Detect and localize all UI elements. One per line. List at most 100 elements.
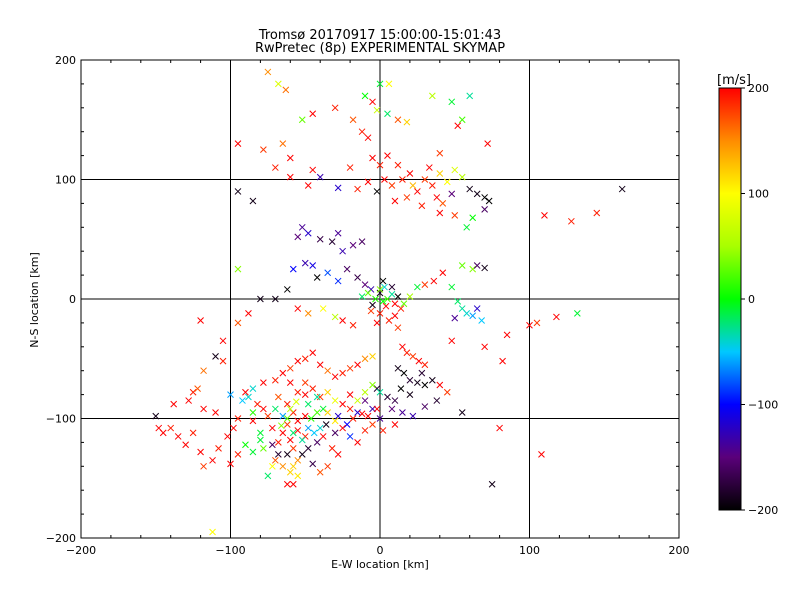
data-point xyxy=(593,209,601,217)
x-tick-label: 100 xyxy=(519,544,540,557)
data-point xyxy=(469,312,477,320)
data-point xyxy=(294,417,302,425)
data-point xyxy=(436,209,444,217)
data-point xyxy=(364,412,372,420)
data-point xyxy=(249,409,257,416)
data-point xyxy=(388,283,396,291)
data-point xyxy=(379,427,387,434)
data-point xyxy=(319,305,327,312)
x-tick-label: 200 xyxy=(669,544,690,557)
data-point xyxy=(369,381,376,389)
data-point xyxy=(334,184,342,192)
data-point xyxy=(294,305,302,312)
data-point xyxy=(358,128,366,136)
data-point xyxy=(331,313,339,321)
data-point xyxy=(369,154,376,162)
chart-title: Tromsø 20170917 15:00:00-15:01:43 xyxy=(258,28,501,43)
data-point xyxy=(388,290,396,298)
data-point xyxy=(373,188,381,195)
data-point xyxy=(421,381,429,389)
data-point xyxy=(289,265,297,273)
data-point xyxy=(381,283,388,291)
data-point xyxy=(381,176,388,183)
data-point xyxy=(331,417,339,425)
data-point xyxy=(274,439,282,446)
data-point xyxy=(485,197,493,205)
data-point xyxy=(316,235,324,243)
data-point xyxy=(391,300,399,308)
data-point xyxy=(286,173,294,181)
colorbar-tick-label: −200 xyxy=(748,504,778,517)
data-point xyxy=(400,300,408,308)
data-point xyxy=(283,400,291,408)
data-point xyxy=(249,417,257,425)
data-point xyxy=(234,450,242,458)
data-point xyxy=(385,80,393,88)
data-point xyxy=(215,445,222,452)
data-point xyxy=(304,182,312,189)
data-point xyxy=(264,472,272,480)
data-point xyxy=(304,424,312,432)
data-point xyxy=(414,283,421,291)
data-point xyxy=(346,433,354,440)
data-point xyxy=(481,194,489,201)
data-point xyxy=(376,415,384,422)
data-point xyxy=(373,319,381,327)
data-point xyxy=(346,391,354,398)
data-point xyxy=(448,190,456,198)
data-point xyxy=(358,238,366,245)
data-point xyxy=(448,337,456,345)
colorbar-tick-label: 100 xyxy=(748,188,769,201)
data-point xyxy=(286,405,294,413)
data-point xyxy=(488,480,496,488)
data-point xyxy=(264,68,272,76)
data-point xyxy=(376,161,384,169)
data-point xyxy=(279,429,287,437)
data-point xyxy=(264,412,272,420)
data-point xyxy=(376,388,384,396)
data-point xyxy=(339,317,346,324)
data-point xyxy=(399,409,406,416)
data-point xyxy=(458,262,466,269)
data-point xyxy=(309,110,317,118)
data-point xyxy=(354,361,361,369)
data-point xyxy=(433,397,441,404)
data-point xyxy=(358,410,366,418)
data-point xyxy=(189,429,197,437)
data-point xyxy=(298,223,306,231)
data-point xyxy=(397,385,405,392)
data-point xyxy=(403,349,411,357)
data-point xyxy=(568,217,575,225)
data-point xyxy=(354,439,361,446)
data-point xyxy=(478,317,486,324)
data-point xyxy=(182,441,190,449)
y-tick-label: 0 xyxy=(69,293,76,306)
data-point xyxy=(367,307,375,315)
data-point xyxy=(364,134,372,142)
colorbar-tick-label: 0 xyxy=(748,293,755,306)
data-point xyxy=(481,264,489,272)
data-point xyxy=(406,170,414,177)
data-point xyxy=(394,161,402,169)
data-point xyxy=(274,80,282,88)
data-point xyxy=(473,190,481,198)
data-point xyxy=(307,415,315,422)
data-point xyxy=(279,412,287,420)
data-point xyxy=(384,110,391,118)
data-point xyxy=(439,200,447,207)
data-point xyxy=(271,405,279,413)
data-point xyxy=(436,381,444,389)
data-point xyxy=(451,211,459,219)
data-point xyxy=(212,409,219,416)
data-point xyxy=(433,194,441,201)
data-point xyxy=(279,369,287,377)
data-point xyxy=(174,433,182,440)
data-point xyxy=(443,178,451,186)
data-point xyxy=(271,164,279,171)
data-point xyxy=(394,324,402,332)
data-point xyxy=(245,309,252,317)
data-point xyxy=(385,317,393,324)
data-point xyxy=(533,319,541,327)
data-point xyxy=(428,182,436,189)
data-point xyxy=(185,397,192,404)
